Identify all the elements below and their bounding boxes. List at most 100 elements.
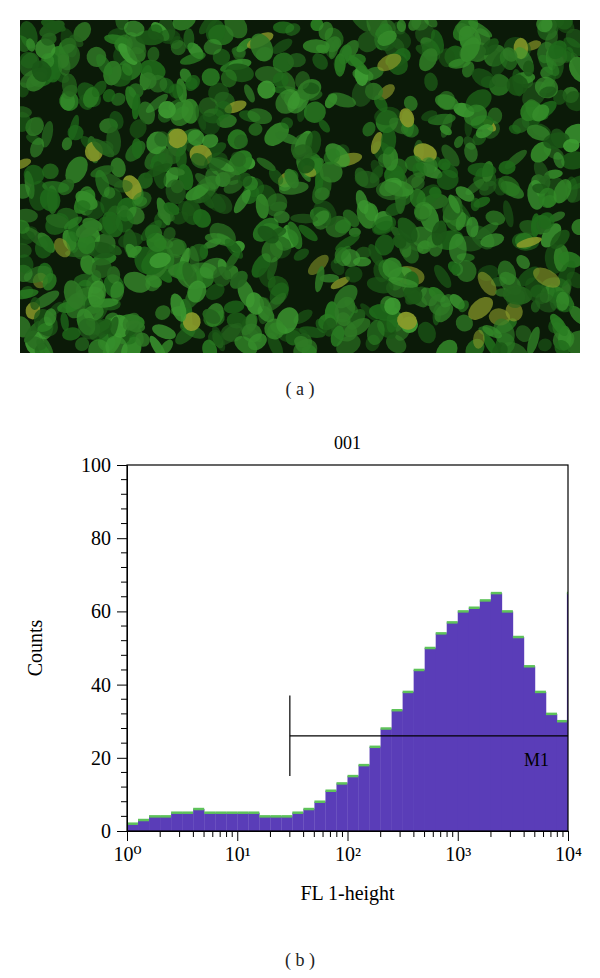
cell: [148, 74, 168, 93]
bar: [403, 692, 414, 831]
x-minor-tick: [220, 831, 221, 837]
cell: [372, 232, 397, 258]
y-tick: 100: [81, 454, 127, 476]
bar: [303, 809, 314, 831]
cell: [374, 179, 404, 202]
cell: [551, 337, 573, 353]
cell: [201, 149, 231, 175]
x-minor-tick: [270, 831, 271, 837]
cell: [375, 50, 405, 75]
gate-label: M1: [524, 750, 549, 770]
x-minor-tick: [342, 831, 343, 837]
x-minor-tick: [557, 831, 558, 837]
y-tick-label: 20: [91, 747, 111, 769]
bar-top: [248, 811, 259, 814]
cell: [423, 158, 436, 178]
x-minor-tick: [447, 831, 448, 837]
cell: [114, 179, 133, 192]
y-tick-label: 100: [81, 454, 111, 476]
micrograph: [9, 7, 595, 368]
bar: [160, 816, 171, 831]
cell: [466, 20, 494, 40]
y-tick-label: 80: [91, 527, 111, 549]
cell: [200, 306, 224, 328]
x-tick-mark: [127, 831, 128, 841]
x-minor-tick: [543, 831, 544, 837]
cell: [538, 85, 557, 99]
bar-top: [370, 746, 381, 749]
gate-bracket: [289, 696, 290, 777]
cell: [316, 20, 335, 42]
cell: [446, 193, 463, 215]
x-minor-tick: [232, 831, 233, 837]
x-minor-tick: [314, 831, 315, 837]
x-axis: 10⁰10¹10²10³10⁴: [113, 831, 582, 865]
cell: [261, 189, 292, 221]
x-minor-tick: [336, 831, 337, 837]
cell: [346, 52, 371, 77]
cell: [498, 160, 516, 175]
bar-top: [513, 636, 524, 639]
y-minor-tick: [121, 596, 127, 597]
bar: [204, 813, 215, 831]
bar: [524, 666, 535, 831]
x-minor-tick: [323, 831, 324, 837]
bar: [447, 622, 458, 831]
y-minor-tick: [121, 567, 127, 568]
cell: [126, 116, 149, 141]
bar-top: [336, 782, 347, 785]
cell: [431, 335, 461, 353]
cell: [547, 226, 573, 252]
cell: [490, 72, 508, 88]
bar: [513, 637, 524, 831]
cell: [24, 333, 48, 353]
cell: [415, 45, 441, 74]
cell: [27, 136, 46, 160]
cell: [550, 176, 575, 206]
x-minor-tick: [303, 831, 304, 837]
cell: [530, 263, 564, 291]
bar-top: [215, 811, 226, 814]
cell: [74, 314, 104, 343]
cell: [479, 231, 506, 250]
cell: [254, 222, 282, 247]
cell: [40, 271, 59, 293]
cell: [89, 135, 117, 160]
cell: [352, 166, 371, 189]
cell: [103, 185, 117, 200]
cell: [472, 329, 485, 349]
bar-top: [414, 669, 425, 672]
bar-top: [193, 808, 204, 811]
cells: [20, 20, 580, 353]
cell: [127, 44, 148, 65]
panel-label: ( b ): [285, 950, 315, 971]
bar-top: [171, 811, 182, 814]
cell: [547, 311, 571, 339]
cell: [395, 309, 420, 332]
cell: [303, 39, 330, 54]
cell: [102, 332, 131, 353]
bar-top: [204, 811, 215, 814]
y-tick-mark: [117, 831, 127, 832]
cell: [375, 27, 400, 49]
cell: [93, 51, 116, 78]
x-minor-tick: [226, 831, 227, 837]
cell: [37, 186, 63, 214]
x-tick: 10⁰: [113, 831, 141, 865]
y-axis: 020406080100: [81, 454, 128, 842]
bar-top: [491, 592, 502, 595]
cell: [293, 335, 309, 348]
cell: [257, 295, 275, 318]
cell: [501, 199, 516, 228]
cell: [203, 280, 228, 303]
x-minor-tick: [524, 831, 525, 837]
bar: [469, 608, 480, 831]
x-tick: 10¹: [225, 831, 251, 865]
cell: [313, 265, 326, 293]
cell: [151, 160, 168, 190]
cell: [166, 81, 186, 101]
cell: [158, 337, 176, 353]
y-minor-tick: [121, 626, 127, 627]
bar: [171, 813, 182, 831]
bar-top: [458, 610, 469, 613]
